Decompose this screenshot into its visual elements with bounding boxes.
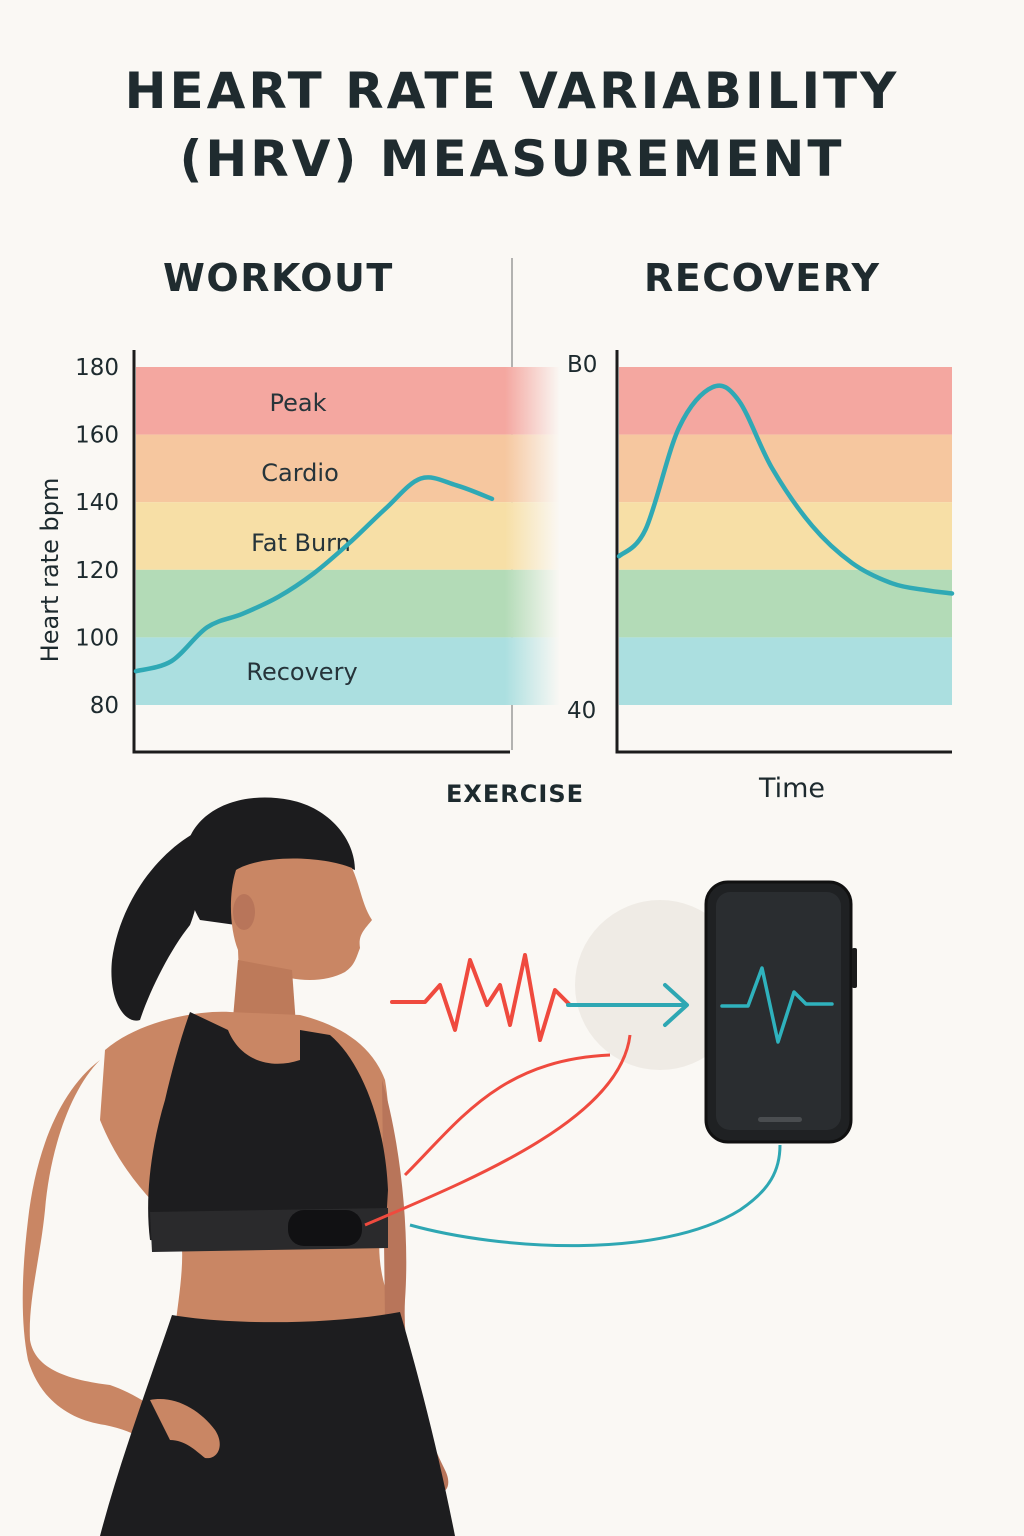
workout-zone-band-0 (136, 367, 560, 435)
phone-pulse-icon (720, 966, 834, 1044)
y-axis-label: Heart rate bpm (36, 478, 64, 663)
workout-x-label: EXERCISE (446, 780, 584, 808)
ponytail (111, 830, 202, 1021)
recovery-zones (619, 367, 952, 705)
recovery-y-tick-top: B0 (567, 352, 597, 378)
workout-y-ticks: 180 160 140 120 100 80 (75, 355, 119, 719)
workout-y-tick: 140 (75, 490, 119, 516)
title-line-2: (HRV) MEASUREMENT (179, 130, 845, 188)
recovery-y-tick-bottom: 40 (567, 698, 596, 724)
sports-bra (148, 1012, 388, 1247)
workout-zone-band-4 (136, 637, 560, 705)
ear (233, 894, 255, 930)
recovery-zone-band-2 (619, 502, 952, 570)
workout-zone-band-2 (136, 502, 560, 570)
zone-label-cardio: Cardio (261, 459, 339, 487)
neck (232, 960, 296, 1030)
data-link-line (409, 1144, 782, 1248)
workout-y-tick: 180 (75, 355, 119, 381)
signal-swoosh-1 (403, 1053, 611, 1177)
workout-zone-band-1 (136, 434, 560, 503)
workout-hr-line (133, 475, 495, 674)
workout-axes (132, 350, 510, 754)
athlete-figure (22, 797, 455, 1536)
recovery-axes (615, 350, 952, 754)
workout-y-tick: 160 (75, 423, 119, 449)
signal-swoosh-2 (364, 1034, 632, 1227)
hand (150, 1399, 220, 1459)
title-line-1: HEART RATE VARIABILITY (124, 62, 900, 120)
chest-strap-sensor-icon (288, 1210, 362, 1246)
zone-label-recovery: Recovery (246, 658, 357, 686)
recovery-x-label: Time (758, 773, 825, 804)
recovery-zone-band-3 (619, 569, 952, 638)
workout-section-title: WORKOUT (163, 256, 394, 300)
recovery-hr-line (616, 383, 955, 596)
recovery-section-title: RECOVERY (644, 256, 881, 300)
phone-glow (575, 900, 745, 1070)
recovery-zone-band-4 (619, 637, 952, 705)
workout-y-tick: 100 (75, 625, 119, 651)
zone-label-fat-burn: Fat Burn (251, 529, 351, 557)
leggings (100, 1312, 455, 1536)
arrow-right-icon (566, 983, 689, 1027)
recovery-zone-band-0 (619, 367, 952, 435)
workout-y-tick: 120 (75, 558, 119, 584)
workout-zone-fade (505, 367, 560, 705)
smartphone-icon (704, 880, 857, 1144)
hr-charts: 180 160 140 120 100 80 B0 40 Peak Cardio Fat … (36, 258, 955, 808)
heartbeat-signal-icon (390, 953, 572, 1042)
workout-y-tick: 80 (90, 693, 119, 719)
zone-label-peak: Peak (270, 389, 327, 417)
